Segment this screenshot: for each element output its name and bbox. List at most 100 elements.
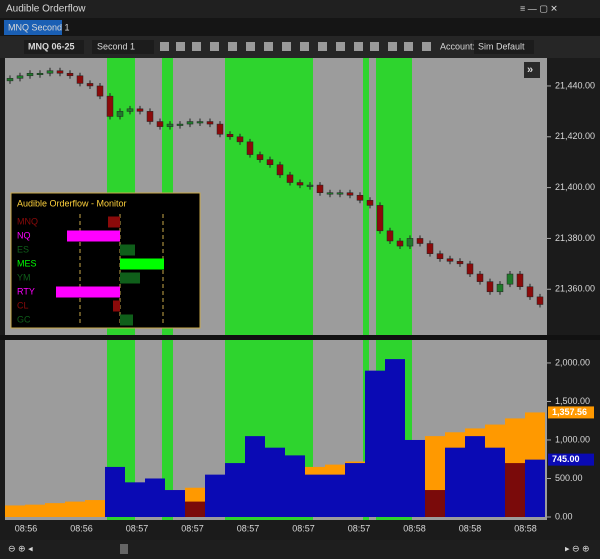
monitor-bar <box>120 314 133 326</box>
y-tick-label: 0.00 <box>555 511 573 521</box>
zoom-controls[interactable]: ⊖ ⊕ ◂ <box>8 543 33 553</box>
toolbar-icons[interactable] <box>160 42 431 51</box>
y-tick-label: 500.00 <box>555 473 583 483</box>
instrument-box[interactable] <box>24 40 84 54</box>
monitor-bar <box>120 244 135 256</box>
candle-body <box>476 273 484 282</box>
candle-body <box>136 108 144 112</box>
account-box[interactable] <box>474 40 534 54</box>
interval-box[interactable] <box>92 40 154 54</box>
x-tick-label: 08:58 <box>403 523 426 533</box>
title-bar <box>0 0 600 18</box>
y-tick-label: 21,420.00 <box>555 131 595 141</box>
candle-body <box>156 121 164 127</box>
candle-body <box>36 72 44 75</box>
expand-icon[interactable]: » <box>527 64 533 76</box>
x-tick-label: 08:58 <box>514 523 537 533</box>
tab[interactable] <box>4 20 62 35</box>
volume-bar <box>245 436 265 517</box>
volume-bar <box>145 478 165 517</box>
candle-body <box>66 72 74 77</box>
candle-body <box>226 133 234 138</box>
candle-body <box>16 75 24 79</box>
candle-body <box>196 121 204 124</box>
candle-body <box>76 75 84 84</box>
y-tick-label: 21,440.00 <box>555 80 595 90</box>
candle-body <box>536 296 544 305</box>
volume-bar <box>505 463 525 517</box>
candle-body <box>236 136 244 143</box>
monitor-bar <box>56 286 120 298</box>
candle-body <box>96 85 104 97</box>
scroll-thumb[interactable] <box>120 544 128 554</box>
cumulative-bar <box>5 505 25 517</box>
y-tick-label: 21,360.00 <box>555 284 595 294</box>
candle-body <box>456 261 464 265</box>
interval[interactable]: Second 1 <box>97 41 135 51</box>
volume-bar <box>465 436 485 517</box>
x-tick-label: 08:56 <box>15 523 38 533</box>
candle-body <box>26 72 34 77</box>
candle-body <box>346 192 354 196</box>
last-value-box <box>548 406 594 419</box>
candle-body <box>86 83 94 87</box>
volume-bar <box>325 474 345 517</box>
volume-bar <box>205 474 225 517</box>
cumulative-bar <box>65 501 85 517</box>
monitor-symbol: NQ <box>17 230 31 240</box>
candle-body <box>276 164 284 176</box>
x-tick-label: 08:57 <box>126 523 149 533</box>
y-tick-label: 21,400.00 <box>555 182 595 192</box>
account-label: Account: <box>440 41 475 51</box>
x-tick-label: 08:58 <box>459 523 482 533</box>
x-tick-label: 08:57 <box>292 523 315 533</box>
monitor-bar <box>120 258 164 270</box>
candle-body <box>126 108 134 112</box>
window-title: Audible Orderflow <box>6 4 86 15</box>
last-value-label: 1,357.56 <box>552 407 587 417</box>
monitor-symbol: MNQ <box>17 216 38 226</box>
window-controls[interactable]: ≡ — ▢ ✕ <box>520 3 558 13</box>
candle-body <box>116 111 124 117</box>
candle-body <box>416 238 424 244</box>
y-tick-label: 1,500.00 <box>555 396 590 406</box>
monitor-bar <box>113 300 120 312</box>
monitor-bar <box>108 216 120 228</box>
volume-bar <box>285 455 305 517</box>
candle-body <box>256 154 264 160</box>
candle-body <box>106 95 114 117</box>
x-tick-label: 08:57 <box>237 523 260 533</box>
volume-bar <box>185 501 205 517</box>
price-layer: 21,440.00 21,420.00 21,400.00 21,380.00 21,3… <box>6 67 595 308</box>
volume-bar <box>365 370 385 517</box>
candle-body <box>206 121 214 125</box>
instrument[interactable]: MNQ 06-25 <box>28 41 75 51</box>
volume-bar <box>265 447 285 517</box>
candle-body <box>386 230 394 242</box>
candle-body <box>336 192 344 195</box>
candle-body <box>166 123 174 127</box>
volume-bar <box>445 447 465 517</box>
volume-layer: 2,000.00 1,500.00 1,000.00 500.00 0.00 1,357.… <box>5 357 594 533</box>
candle-body <box>286 174 294 183</box>
cumulative-bar <box>45 503 65 517</box>
candle-body <box>506 273 514 285</box>
panel-divider <box>0 335 600 340</box>
candle-body <box>186 121 194 125</box>
monitor-symbol: RTY <box>17 286 35 296</box>
candle-body <box>56 70 64 74</box>
scroll-controls[interactable]: ▸ ⊖ ⊕ <box>565 543 590 553</box>
scrollbar[interactable] <box>0 540 600 559</box>
volume-bar <box>345 463 365 517</box>
expand-button[interactable] <box>524 62 540 78</box>
monitor-symbol: MES <box>17 258 37 268</box>
x-tick-label: 08:57 <box>181 523 204 533</box>
candle-body <box>486 281 494 293</box>
volume-bar <box>385 359 405 517</box>
account[interactable]: Sim Default <box>478 41 525 51</box>
last-value-box <box>548 453 594 466</box>
cumulative-bar <box>25 504 45 517</box>
tab-label[interactable]: MNQ Second 1 <box>8 22 70 32</box>
